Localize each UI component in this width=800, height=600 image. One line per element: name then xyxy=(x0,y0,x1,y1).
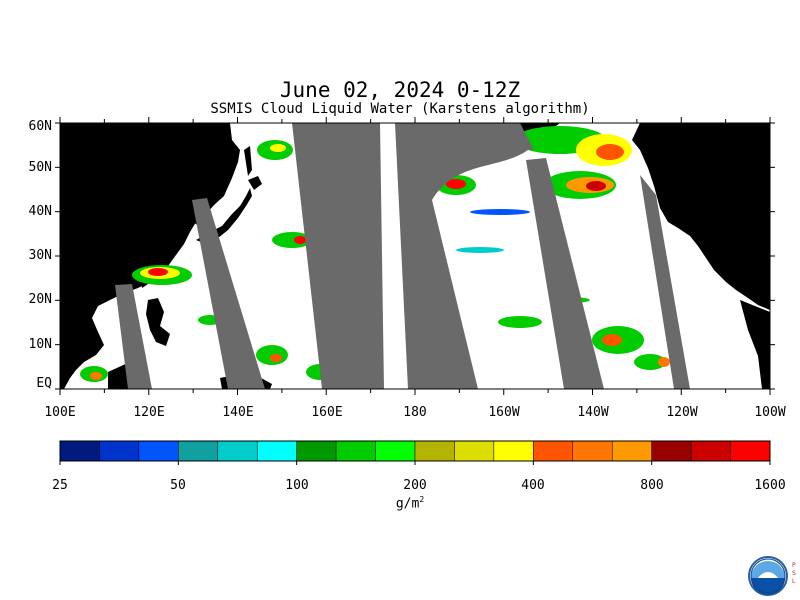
lat-label-50n: 50N xyxy=(28,160,52,175)
colorbar-swatch xyxy=(256,440,297,462)
colorbar-label-25: 25 xyxy=(52,478,68,493)
map-subtitle: SSMIS Cloud Liquid Water (Karstens algor… xyxy=(210,101,590,117)
units-superscript: 2 xyxy=(419,495,425,504)
lon-label-100e: 100E xyxy=(44,405,76,420)
colorbar-label-1600: 1600 xyxy=(754,478,786,493)
lon-label-120e: 120E xyxy=(133,405,165,420)
lon-label-120w: 120W xyxy=(666,405,698,420)
no-data-swaths xyxy=(115,123,690,389)
colorbar-swatch xyxy=(375,440,416,462)
colorbar-label-50: 50 xyxy=(170,478,186,493)
lon-label-140e: 140E xyxy=(222,405,254,420)
colorbar-swatch xyxy=(99,440,140,462)
colorbar-swatch xyxy=(611,440,652,462)
colorbar-label-800: 800 xyxy=(640,478,664,493)
land-philippines xyxy=(146,298,170,346)
units-text: g/m xyxy=(395,496,420,512)
land-sakhalin xyxy=(244,146,252,176)
colorbar-swatch xyxy=(651,440,692,462)
colorbar-label-400: 400 xyxy=(521,478,545,493)
lon-label-140w: 140W xyxy=(577,405,609,420)
colorbar-swatch xyxy=(217,440,258,462)
land-baja xyxy=(706,244,726,278)
land-north-america xyxy=(632,123,770,310)
colorbar-swatch xyxy=(335,440,376,462)
colorbar-label-200: 200 xyxy=(403,478,427,493)
colorbar-swatch xyxy=(454,440,495,462)
colorbar-swatch xyxy=(572,440,613,462)
lat-label-10n: 10N xyxy=(28,337,52,352)
colorbar-swatch xyxy=(533,440,574,462)
lon-label-160e: 160E xyxy=(311,405,343,420)
colorbar-label-100: 100 xyxy=(285,478,309,493)
colorbar-units: g/m2 xyxy=(380,495,440,511)
lat-label-30n: 30N xyxy=(28,248,52,263)
lat-label-20n: 20N xyxy=(28,292,52,307)
land-asia xyxy=(60,123,240,389)
colorbar-swatch xyxy=(296,440,337,462)
colorbar-swatch xyxy=(414,440,455,462)
colorbar xyxy=(59,440,771,465)
colorbar-swatch xyxy=(730,440,771,462)
noaa-logo: PSL xyxy=(748,556,796,596)
lat-label-60n: 60N xyxy=(28,119,52,134)
psl-text: PSL xyxy=(792,562,796,585)
colorbar-swatch xyxy=(178,440,219,462)
lat-label-40n: 40N xyxy=(28,204,52,219)
lat-label-eq: EQ xyxy=(36,376,52,391)
colorbar-swatch xyxy=(493,440,534,462)
land-hokkaido xyxy=(248,176,262,190)
colorbar-swatch xyxy=(138,440,179,462)
land-central-america xyxy=(740,300,770,389)
lon-label-100w: 100W xyxy=(754,405,786,420)
axis-ticks xyxy=(55,117,775,395)
map-title: June 02, 2024 0-12Z xyxy=(279,78,521,102)
lon-label-160w: 160W xyxy=(488,405,520,420)
lon-label-180: 180 xyxy=(403,405,427,420)
colorbar-swatch xyxy=(59,440,100,462)
colorbar-swatch xyxy=(690,440,731,462)
